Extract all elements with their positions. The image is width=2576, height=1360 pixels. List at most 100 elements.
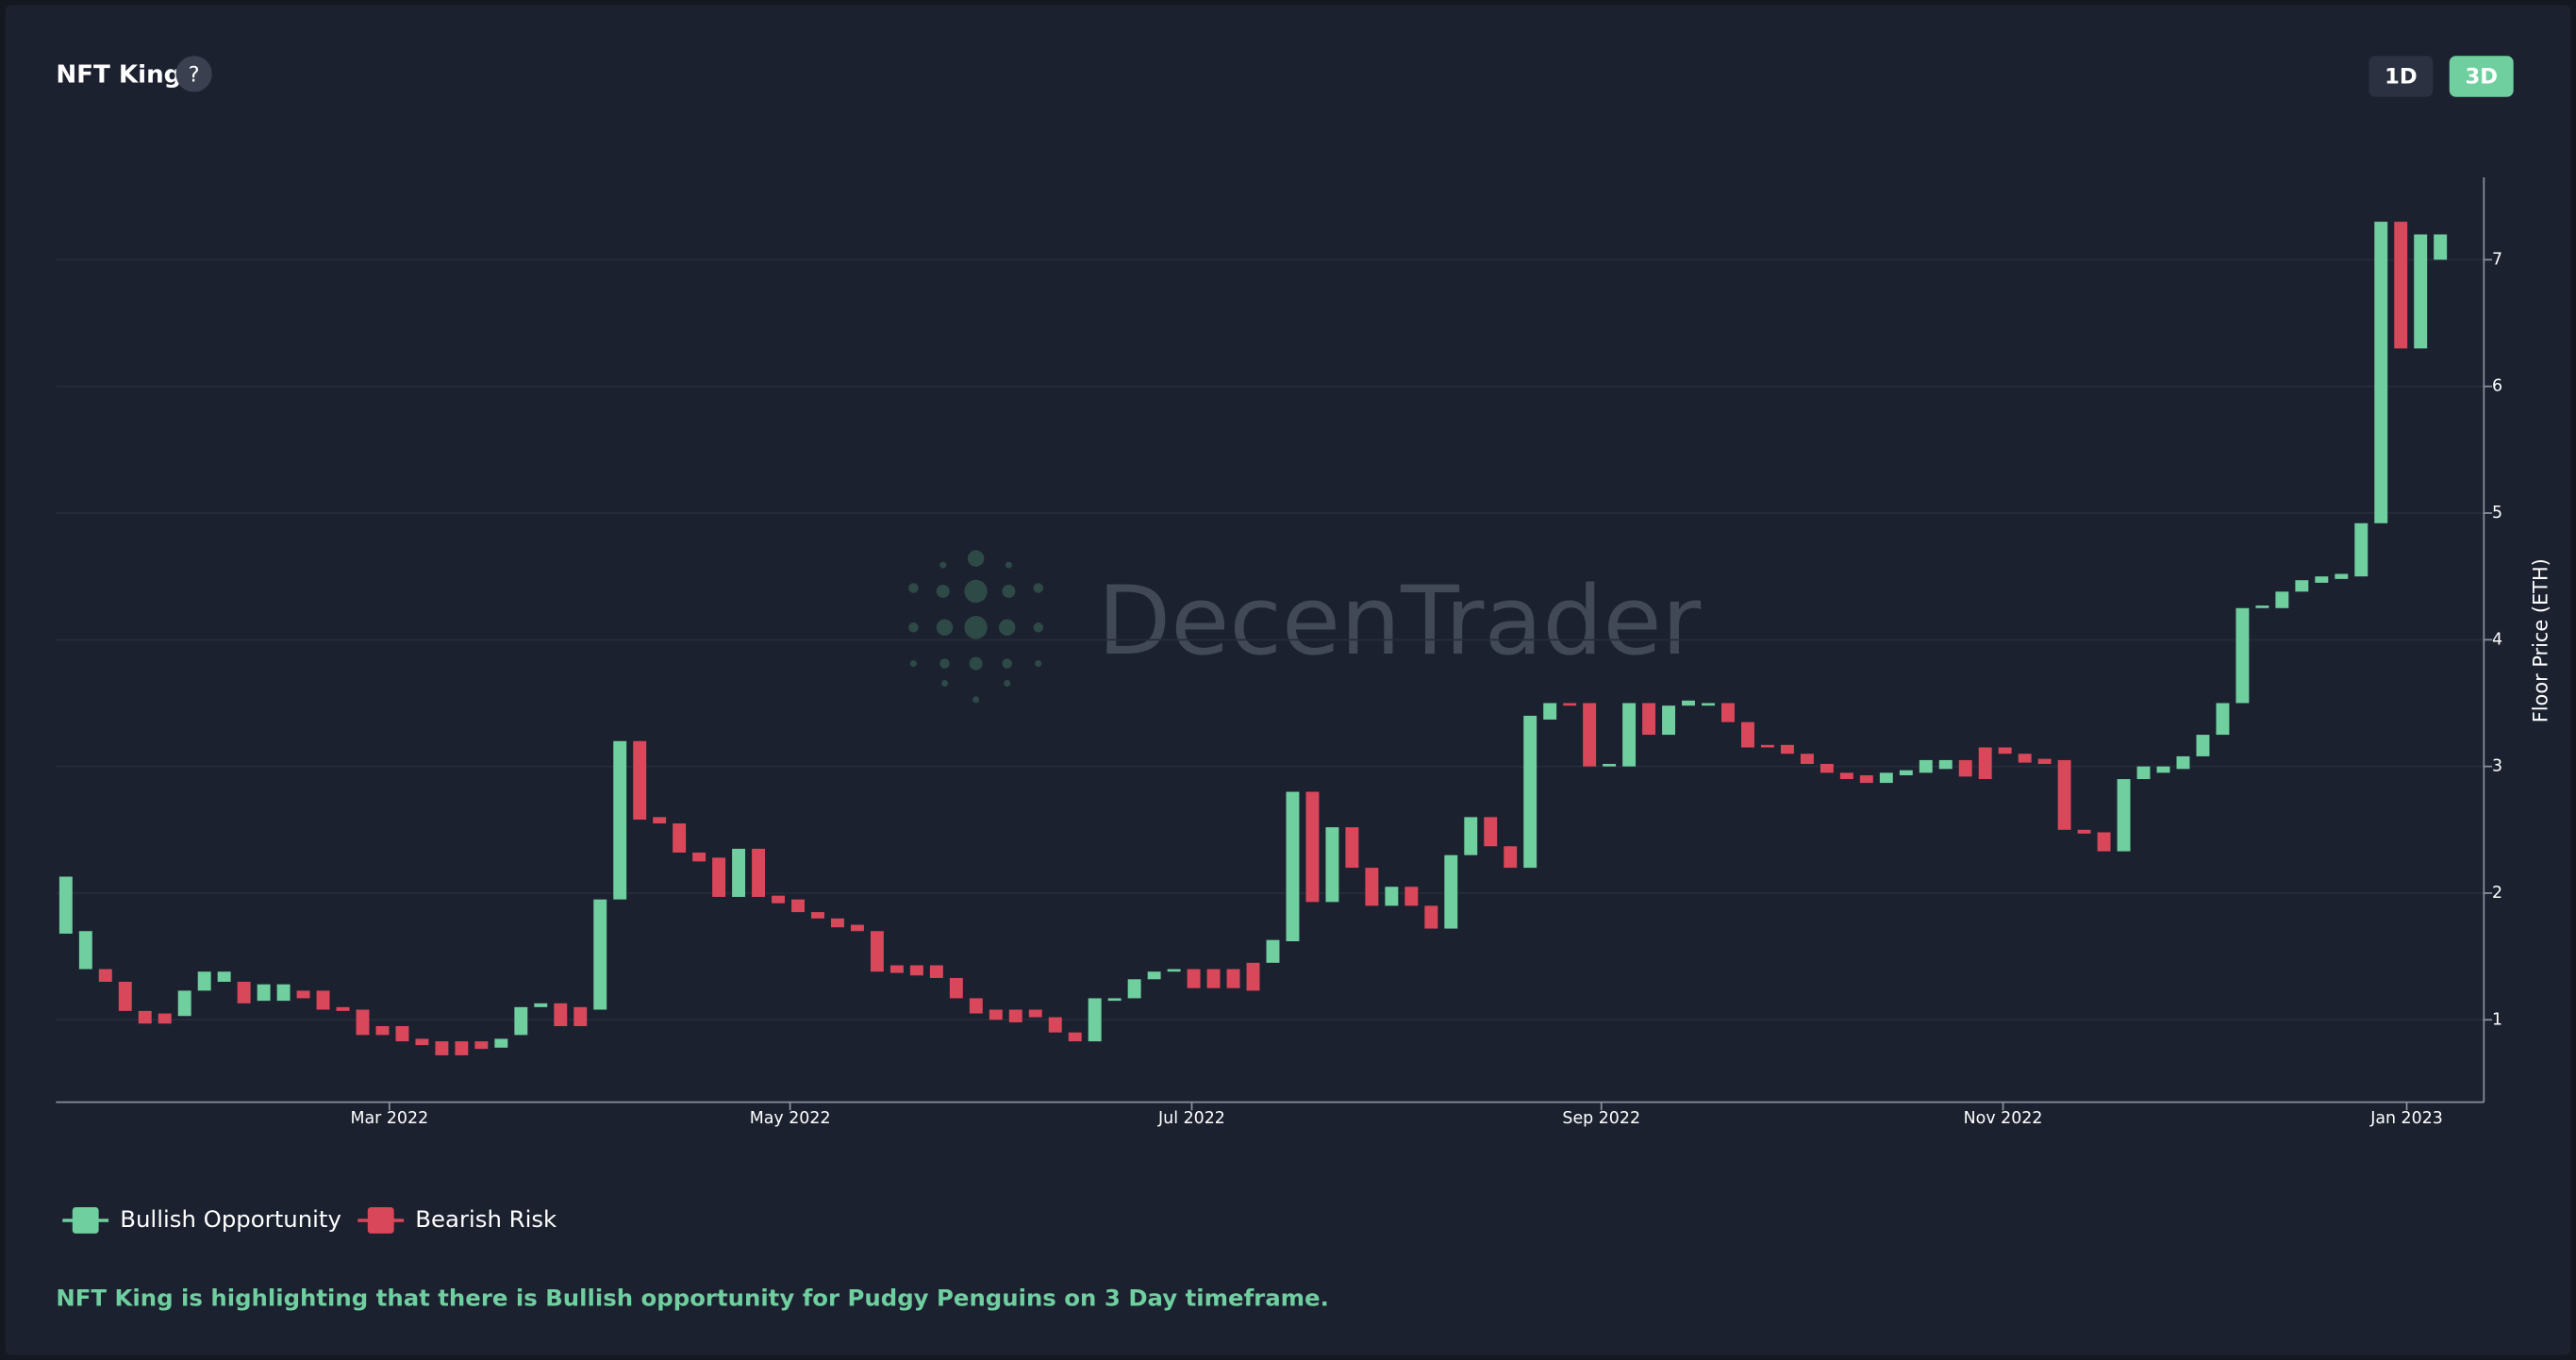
help-badge[interactable] <box>175 56 212 92</box>
logo-dot <box>908 583 919 593</box>
candle <box>870 931 884 972</box>
candle <box>909 965 923 976</box>
widget-title: NFT King <box>56 61 181 90</box>
candle <box>1385 887 1399 906</box>
legend-swatch[interactable] <box>367 1207 394 1234</box>
candle <box>514 1006 528 1036</box>
timeframe-label[interactable]: 1D <box>2385 64 2418 89</box>
candle <box>1305 791 1320 903</box>
logo-dot <box>939 561 947 569</box>
candle <box>1008 1009 1022 1022</box>
candle <box>554 1003 568 1026</box>
candle <box>1286 791 1300 941</box>
candle <box>1088 998 1102 1042</box>
candle <box>1879 772 1893 784</box>
logo-dot <box>908 622 919 633</box>
y-axis-title: Floor Price (ETH) <box>2529 558 2551 722</box>
candle <box>1740 721 1754 748</box>
logo-dot <box>967 550 985 567</box>
legend-label[interactable]: Bearish Risk <box>415 1205 557 1233</box>
candle <box>2136 766 2151 780</box>
legend-swatch[interactable] <box>72 1207 99 1234</box>
logo-dot <box>964 579 988 604</box>
candle <box>2077 829 2091 834</box>
candle <box>1444 854 1458 929</box>
candle <box>296 990 310 999</box>
timeframe-label[interactable]: 3D <box>2465 64 2498 89</box>
candle <box>1325 827 1339 903</box>
candle <box>889 965 904 973</box>
x-tick-label: Sep 2022 <box>1562 1109 1640 1128</box>
help-icon[interactable]: ? <box>189 63 200 88</box>
legend-label[interactable]: Bullish Opportunity <box>120 1205 341 1233</box>
logo-dot <box>1002 658 1012 669</box>
candle <box>1662 705 1676 736</box>
candle <box>811 912 824 919</box>
legend-item[interactable]: Bullish Opportunity <box>62 1205 341 1234</box>
candle <box>1702 703 1715 706</box>
candle <box>1958 759 1972 777</box>
candle <box>1107 998 1122 1002</box>
candle <box>2374 222 2388 523</box>
candle <box>494 1038 508 1048</box>
candle <box>1187 969 1201 988</box>
candle <box>1682 700 1695 706</box>
candle <box>1859 775 1873 784</box>
x-tick-label: Jul 2022 <box>1157 1109 1225 1128</box>
candle <box>1266 939 1280 963</box>
candle <box>2216 703 2230 736</box>
candle <box>2117 779 2131 852</box>
candle <box>1028 1009 1042 1018</box>
candle <box>2196 735 2210 756</box>
timeframe-button[interactable] <box>2368 56 2434 97</box>
candle <box>1523 715 1537 869</box>
candle <box>1345 827 1359 869</box>
candle <box>1246 962 1260 991</box>
candle <box>1365 868 1379 906</box>
y-tick-label: 2 <box>2492 884 2502 903</box>
candle <box>1899 770 1913 776</box>
candle <box>732 848 746 897</box>
candle <box>1622 703 1637 767</box>
candle <box>791 899 805 913</box>
legend-item[interactable]: Bearish Risk <box>357 1205 557 1234</box>
candle <box>1820 763 1834 773</box>
candle <box>752 848 766 897</box>
candle <box>98 969 112 982</box>
candle <box>1998 747 2012 755</box>
candle <box>1721 703 1735 722</box>
candle <box>1068 1032 1082 1042</box>
candle <box>1048 1017 1062 1033</box>
candle <box>633 740 647 821</box>
candle <box>929 965 943 978</box>
candle <box>1938 759 1953 770</box>
status-message: NFT King is highlighting that there is B… <box>56 1285 1329 1312</box>
candle <box>989 1009 1003 1020</box>
panel <box>5 5 2571 1355</box>
x-tick-label: Mar 2022 <box>350 1109 428 1128</box>
candle <box>1226 969 1240 988</box>
x-tick-label: Nov 2022 <box>1964 1109 2043 1128</box>
y-tick-label: 1 <box>2492 1010 2502 1029</box>
candle <box>1760 744 1774 748</box>
candle <box>177 990 191 1017</box>
x-tick-label: May 2022 <box>750 1109 831 1128</box>
logo-dot <box>909 660 917 668</box>
candle <box>58 876 73 934</box>
candle <box>534 1003 548 1007</box>
candle <box>1167 969 1181 972</box>
candle <box>1919 759 1933 773</box>
logo-dot <box>1004 680 1011 687</box>
candle <box>474 1041 489 1050</box>
y-tick-label: 6 <box>2492 377 2502 396</box>
candle <box>2097 832 2111 852</box>
candle <box>1642 703 1656 736</box>
candle <box>316 990 330 1010</box>
candle <box>1424 905 1438 929</box>
candle <box>1206 969 1221 988</box>
candle <box>375 1025 390 1036</box>
candle <box>772 895 786 904</box>
candle <box>356 1009 370 1036</box>
timeframe-button[interactable] <box>2449 56 2514 97</box>
candle <box>593 899 607 1010</box>
